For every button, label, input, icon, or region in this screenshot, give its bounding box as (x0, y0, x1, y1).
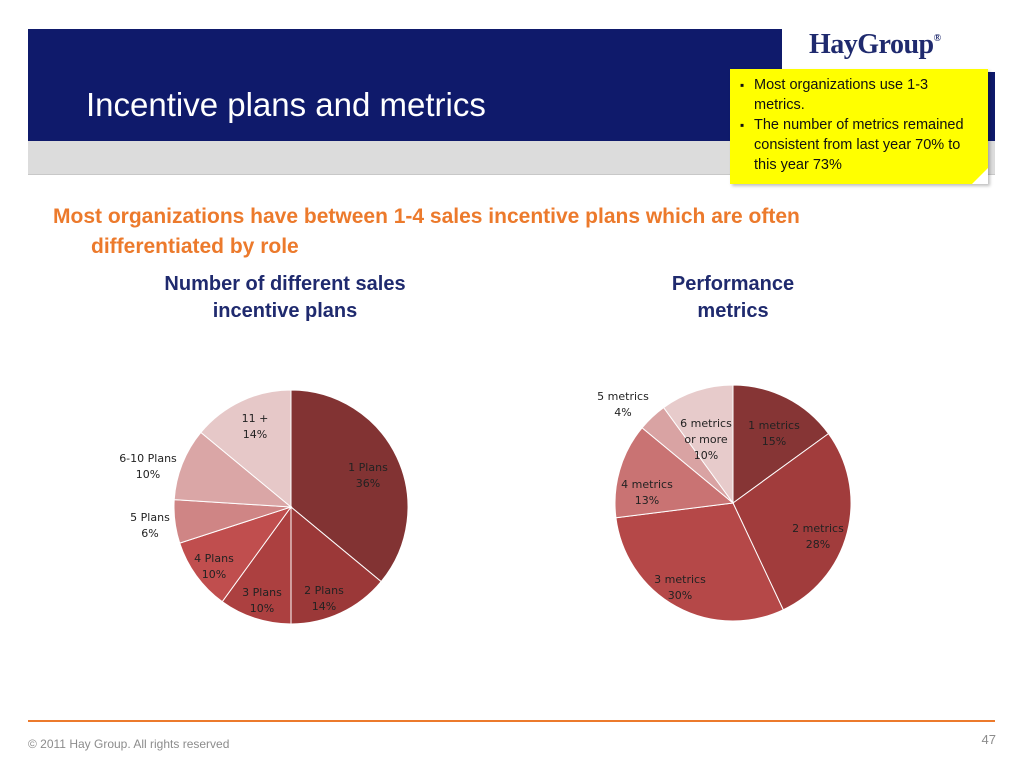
pie-data-label: 2 metrics 28% (792, 522, 844, 551)
pie-slice (732, 432, 852, 611)
copyright-text: © 2011 Hay Group. All rights reserved (28, 737, 230, 751)
pie-data-label: 4 metrics 13% (621, 478, 673, 507)
sticky-note: Most organizations use 1-3 metrics. The … (730, 69, 988, 184)
pie-slice (615, 502, 784, 622)
pie-data-label: 2 Plans 14% (304, 584, 344, 613)
headline-line-1: Most organizations have between 1-4 sale… (53, 205, 800, 228)
chart-title-plans: Number of different sales incentive plan… (164, 273, 406, 322)
headline-line-2: differentiated by role (91, 235, 299, 258)
note-bullet: The number of metrics remained consisten… (740, 115, 980, 175)
logo-box (782, 29, 995, 72)
pie-slice (173, 431, 293, 508)
pie-slice (221, 505, 292, 625)
pie-slice (614, 427, 735, 519)
pie-data-label: 5 metrics 4% (597, 390, 649, 419)
pie-slice (200, 389, 292, 509)
pie-data-label: 1 Plans 36% (348, 461, 388, 490)
pie-data-label: 6-10 Plans 10% (119, 452, 177, 481)
pie-data-label: 3 metrics 30% (654, 573, 706, 602)
pie-data-label: 1 metrics 15% (748, 419, 800, 448)
note-fold (972, 168, 988, 184)
pie-data-label: 6 metrics or more 10% (680, 417, 732, 462)
pie-slice (290, 389, 409, 583)
pie-slice (290, 505, 382, 625)
chart-title-metrics: Performance metrics (671, 273, 795, 322)
pie-data-label: 11 +14% (242, 412, 269, 441)
pie-slice (179, 506, 293, 603)
slide-title: Incentive plans and metrics (86, 86, 486, 123)
note-bullet: Most organizations use 1-3 metrics. (740, 75, 980, 115)
note-bullets: Most organizations use 1-3 metrics. The … (730, 69, 988, 175)
pie-data-label: 4 Plans 10% (194, 552, 234, 581)
headline: Most organizations have between 1-4 sale… (53, 202, 983, 262)
haygroup-logo: HayGroup® (809, 29, 941, 60)
pie-data-label: 3 Plans 10% (242, 586, 282, 615)
pie-data-label: 5 Plans 6% (130, 511, 170, 540)
footer-divider (28, 720, 995, 722)
pie-slice (662, 384, 734, 505)
pie-slice (732, 384, 830, 504)
page-number: 47 (981, 732, 996, 747)
